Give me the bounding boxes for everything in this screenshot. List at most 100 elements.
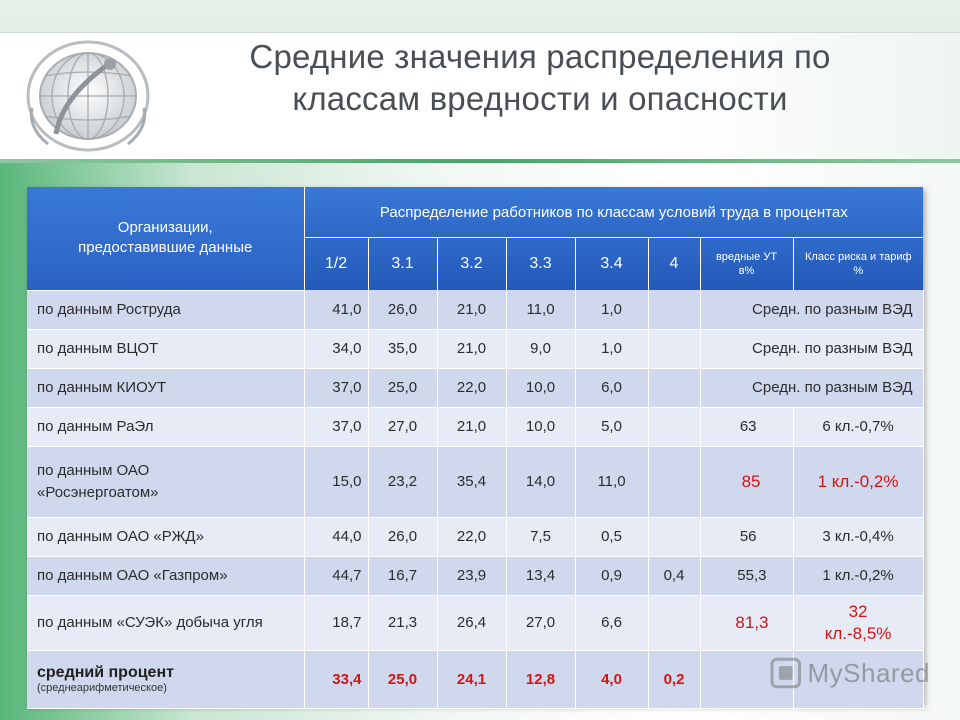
value-cell: 25,0 [368, 368, 438, 408]
value-cell: 27,0 [368, 407, 438, 447]
average-value: 4,0 [575, 650, 649, 709]
subheader-1-2: 1/2 [304, 237, 369, 290]
value-cell: 16,7 [368, 556, 438, 596]
title-band [0, 32, 960, 163]
value-cell: 44,0 [304, 517, 369, 557]
org-name: по данным ОАО «Газпром» [27, 556, 305, 596]
value-cell: 44,7 [304, 556, 369, 596]
harmful-percent: 63 [700, 407, 794, 447]
value-cell: 21,3 [368, 595, 438, 651]
title-line-1: Средние значения распределения по [249, 38, 831, 75]
average-value: 12,8 [506, 650, 576, 709]
merged-note: Средн. по разным ВЭД [700, 368, 924, 408]
value-cell: 0,9 [575, 556, 649, 596]
value-cell: 37,0 [304, 368, 369, 408]
average-sublabel: (среднеарифметическое) [37, 682, 167, 694]
value-cell: 1,0 [575, 329, 649, 369]
value-cell: 18,7 [304, 595, 369, 651]
globe-emblem-icon [26, 40, 150, 152]
value-cell: 15,0 [304, 446, 369, 518]
subheader-3-3: 3.3 [506, 237, 576, 290]
value-cell: 23,9 [437, 556, 507, 596]
risk-class: 3 кл.-0,4% [793, 517, 924, 557]
value-cell: 21,0 [437, 290, 507, 330]
value-cell: 26,4 [437, 595, 507, 651]
value-cell [648, 517, 701, 557]
org-name: по данным Роструда [27, 290, 305, 330]
value-cell: 10,0 [506, 368, 576, 408]
average-row: средний процент (среднеарифметическое) 3… [27, 650, 924, 709]
empty-cell [793, 650, 924, 709]
value-cell: 11,0 [575, 446, 649, 518]
table-row: по данным «СУЭК» добыча угля 18,7 21,3 2… [27, 595, 924, 651]
value-cell: 1,0 [575, 290, 649, 330]
value-cell: 21,0 [437, 329, 507, 369]
value-cell: 7,5 [506, 517, 576, 557]
harmful-percent: 85 [700, 446, 794, 518]
header-organizations: Организации, предоставившие данные [27, 187, 305, 291]
value-cell: 6,0 [575, 368, 649, 408]
value-cell: 0,4 [648, 556, 701, 596]
value-cell: 35,4 [437, 446, 507, 518]
value-cell: 10,0 [506, 407, 576, 447]
page-title: Средние значения распределения по класса… [180, 36, 900, 120]
table-row: по данным КИОУТ 37,0 25,0 22,0 10,0 6,0 … [27, 368, 924, 408]
average-value: 33,4 [304, 650, 369, 709]
average-value: 24,1 [437, 650, 507, 709]
table-row: по данным ОАО «Росэнергоатом» 15,0 23,2 … [27, 446, 924, 518]
value-cell: 21,0 [437, 407, 507, 447]
value-cell [648, 407, 701, 447]
value-cell [648, 368, 701, 408]
merged-note: Средн. по разным ВЭД [700, 290, 924, 330]
value-cell [648, 329, 701, 369]
value-cell: 11,0 [506, 290, 576, 330]
average-value: 25,0 [368, 650, 438, 709]
subheader-3-4: 3.4 [575, 237, 649, 290]
average-value: 0,2 [648, 650, 701, 709]
value-cell [648, 595, 701, 651]
value-cell: 35,0 [368, 329, 438, 369]
value-cell: 5,0 [575, 407, 649, 447]
risk-class: 1 кл.-0,2% [793, 556, 924, 596]
subheader-risk-class: Класс риска и тариф % [793, 237, 924, 290]
org-name: по данным ОАО «РЖД» [27, 517, 305, 557]
value-cell: 26,0 [368, 290, 438, 330]
risk-class: 6 кл.-0,7% [793, 407, 924, 447]
average-label: средний процент [37, 664, 174, 681]
table-row: по данным ОАО «РЖД» 44,0 26,0 22,0 7,5 0… [27, 517, 924, 557]
watermark-text: MyShared [807, 657, 930, 688]
table-row: по данным ВЦОТ 34,0 35,0 21,0 9,0 1,0 Ср… [27, 329, 924, 369]
value-cell [648, 446, 701, 518]
table-row: по данным Роструда 41,0 26,0 21,0 11,0 1… [27, 290, 924, 330]
org-name: по данным ВЦОТ [27, 329, 305, 369]
myshared-logo-icon [770, 657, 802, 689]
org-name: по данным КИОУТ [27, 368, 305, 408]
org-name: по данным «СУЭК» добыча угля [27, 595, 305, 651]
value-cell: 41,0 [304, 290, 369, 330]
value-cell: 14,0 [506, 446, 576, 518]
org-name: по данным ОАО «Росэнергоатом» [27, 446, 305, 518]
org-name: по данным РаЭл [27, 407, 305, 447]
title-line-2: классам вредности и опасности [292, 80, 788, 117]
value-cell: 22,0 [437, 368, 507, 408]
subheader-4: 4 [648, 237, 701, 290]
subheader-3-2: 3.2 [437, 237, 507, 290]
value-cell: 26,0 [368, 517, 438, 557]
value-cell [648, 290, 701, 330]
value-cell: 0,5 [575, 517, 649, 557]
value-cell: 23,2 [368, 446, 438, 518]
average-label-cell: средний процент (среднеарифметическое) [27, 650, 305, 709]
value-cell: 27,0 [506, 595, 576, 651]
value-cell: 6,6 [575, 595, 649, 651]
watermark: MyShared [770, 657, 930, 689]
value-cell: 37,0 [304, 407, 369, 447]
harmful-percent: 56 [700, 517, 794, 557]
risk-class: 1 кл.-0,2% [793, 446, 924, 518]
data-table-container: Организации, предоставившие данные Распр… [27, 187, 924, 709]
value-cell: 34,0 [304, 329, 369, 369]
merged-note: Средн. по разным ВЭД [700, 329, 924, 369]
value-cell: 22,0 [437, 517, 507, 557]
header-distribution: Распределение работников по классам усло… [304, 187, 924, 238]
value-cell: 9,0 [506, 329, 576, 369]
data-table: Организации, предоставившие данные Распр… [27, 187, 924, 709]
